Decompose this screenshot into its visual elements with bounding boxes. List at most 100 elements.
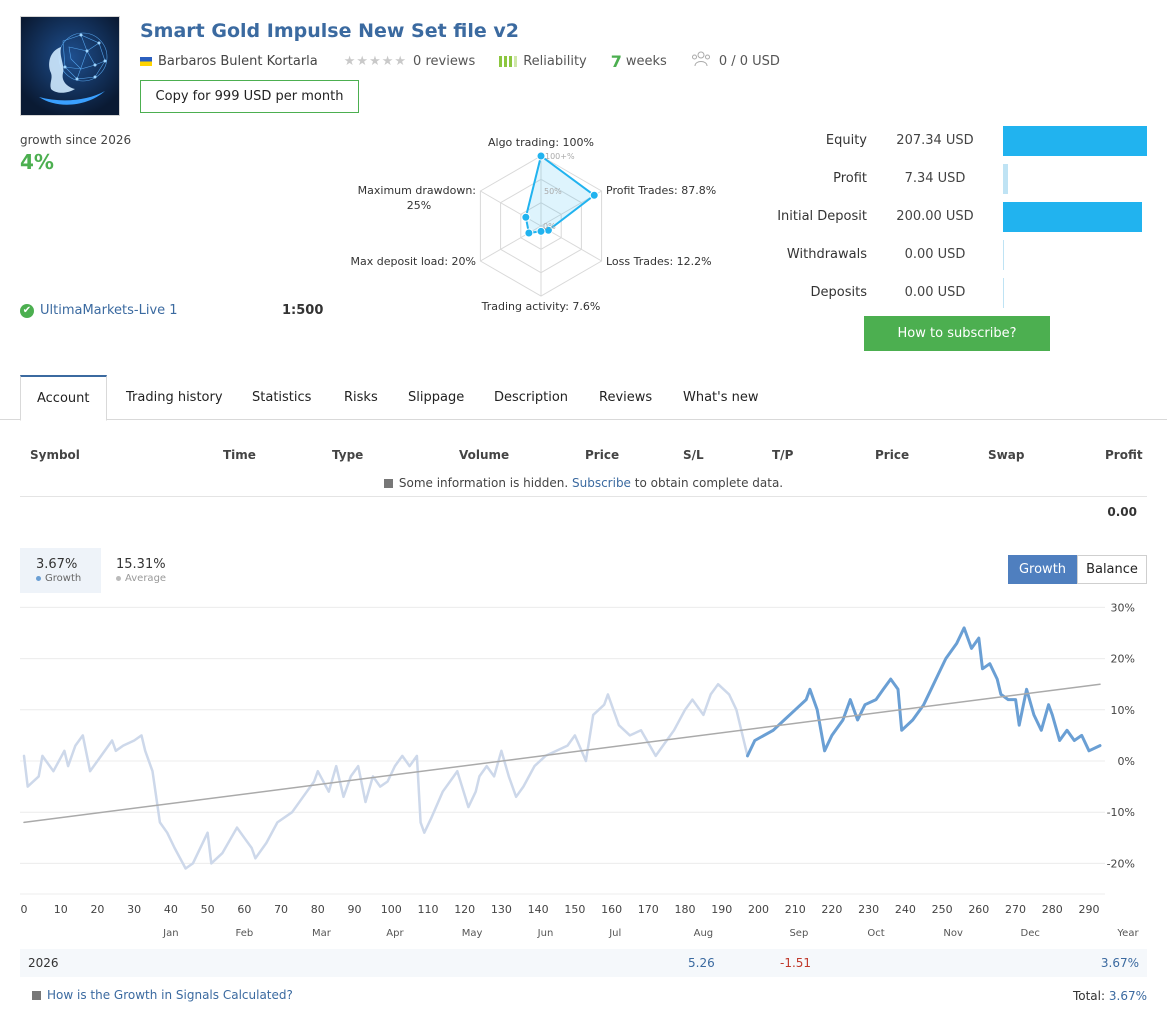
hidden-note-text: Some information is hidden.: [398, 476, 569, 490]
tab-account[interactable]: Account: [20, 375, 107, 421]
radar-ring-label-50: 50%: [544, 187, 562, 196]
broker-server[interactable]: ✔ UltimaMarkets-Live 1: [20, 303, 178, 318]
x-tick-label-19: 190: [711, 903, 732, 916]
series-line-active: [746, 626, 1102, 758]
month-label-aug: Aug: [694, 928, 714, 939]
radar-ring-label-100: 100+%: [545, 152, 575, 161]
stat-bar-3: [1003, 240, 1004, 270]
x-tick-label-25: 250: [932, 903, 953, 916]
reviews-count[interactable]: 0 reviews: [413, 53, 476, 69]
x-tick-label-8: 80: [311, 903, 325, 916]
month-label-oct: Oct: [867, 928, 884, 939]
chart-y-ticks: 30% 20% 10% 0% -10% -20%: [1107, 601, 1135, 870]
x-tick-label-10: 100: [381, 903, 402, 916]
tab-slippage[interactable]: Slippage: [408, 390, 465, 405]
growth-summary-value: 3.67%: [36, 557, 78, 572]
x-tick-label-0: 0: [21, 903, 28, 916]
year-total-value: 3.67%: [1100, 956, 1139, 970]
x-tick-label-7: 70: [274, 903, 288, 916]
x-tick-label-4: 40: [164, 903, 178, 916]
stat-bar-0: [1003, 126, 1147, 156]
how-to-subscribe-button[interactable]: How to subscribe?: [864, 316, 1050, 351]
col-swap: Swap: [988, 448, 1025, 462]
x-tick-label-13: 130: [491, 903, 512, 916]
y-tick-label-4: -10%: [1107, 806, 1135, 819]
radar-point-profit: [589, 190, 599, 200]
x-tick-label-21: 210: [785, 903, 806, 916]
radar-label-drawdown: Maximum drawdown:: [358, 184, 476, 197]
lock-icon: [383, 479, 393, 488]
radar-label-profit: Profit Trades: 87.8%: [606, 184, 716, 197]
ukraine-flag-icon: [140, 56, 152, 66]
x-tick-label-23: 230: [858, 903, 879, 916]
signal-title[interactable]: Smart Gold Impulse New Set file v2: [140, 20, 519, 42]
reliability-bars-icon: [499, 55, 518, 67]
x-tick-label-6: 60: [237, 903, 251, 916]
x-tick-label-12: 120: [454, 903, 475, 916]
hidden-info-note: Some information is hidden. Subscribe to…: [0, 476, 1167, 490]
broker-name[interactable]: UltimaMarkets-Live 1: [40, 303, 178, 318]
weeks-label: weeks: [625, 53, 667, 69]
chart-year-label: Year: [1116, 928, 1139, 939]
year-aug-value: 5.26: [688, 956, 715, 970]
col-price-current: Price: [875, 448, 910, 462]
col-sl: S/L: [683, 448, 704, 462]
tab-reviews[interactable]: Reviews: [599, 390, 653, 405]
table-divider: [20, 496, 1147, 497]
x-tick-label-24: 240: [895, 903, 916, 916]
stat-label-0: Equity: [825, 133, 867, 148]
growth-toggle-button[interactable]: Growth: [1008, 555, 1077, 584]
growth-summary-label: Growth: [45, 573, 82, 584]
col-price-open: Price: [585, 448, 620, 462]
x-tick-label-27: 270: [1005, 903, 1026, 916]
radar-label-loss: Loss Trades: 12.2%: [606, 255, 712, 268]
x-tick-label-29: 290: [1079, 903, 1100, 916]
tab-trading-history[interactable]: Trading history: [126, 390, 223, 405]
profit-total: 0.00: [1107, 505, 1137, 519]
signal-tabs: Account Trading history Statistics Risks…: [0, 375, 1167, 421]
radar-point-deposit_load: [524, 228, 534, 238]
series-line-faded: [22, 682, 749, 870]
weeks-number: 7: [610, 51, 622, 71]
y-tick-label-0: 30%: [1111, 601, 1135, 614]
tab-statistics[interactable]: Statistics: [252, 390, 312, 405]
x-tick-label-18: 180: [675, 903, 696, 916]
year-label: 2026: [28, 956, 59, 970]
radar-label-activity: Trading activity: 7.6%: [481, 300, 601, 313]
author-link[interactable]: Barbaros Bulent Kortarla: [158, 53, 318, 69]
average-summary-label: Average: [125, 573, 167, 584]
month-label-jan: Jan: [162, 928, 178, 939]
growth-calc-help[interactable]: How is the Growth in Signals Calculated?: [32, 988, 293, 1002]
tab-whats-new[interactable]: What's new: [683, 390, 759, 405]
x-tick-label-14: 140: [528, 903, 549, 916]
stat-label-3: Withdrawals: [786, 247, 867, 262]
subscribers-icon: [691, 51, 711, 71]
stat-value-2: 200.00 USD: [896, 209, 974, 224]
stat-value-0: 207.34 USD: [896, 133, 974, 148]
growth-calc-link[interactable]: How is the Growth in Signals Calculated?: [47, 988, 293, 1002]
growth-summary-legend: Growth: [36, 573, 81, 584]
tab-description[interactable]: Description: [494, 390, 569, 405]
growth-summary-tab[interactable]: 3.67% Growth: [20, 548, 101, 593]
x-tick-label-5: 50: [201, 903, 215, 916]
stat-value-1: 7.34 USD: [904, 171, 966, 186]
tab-risks[interactable]: Risks: [344, 390, 378, 405]
x-tick-label-17: 170: [638, 903, 659, 916]
reliability-label: Reliability: [523, 53, 587, 69]
radar-ring-label-0: 0%: [543, 222, 556, 231]
x-tick-label-15: 150: [564, 903, 585, 916]
average-summary-tab[interactable]: 15.31% Average: [116, 548, 196, 593]
month-label-mar: Mar: [312, 928, 332, 939]
col-profit: Profit: [1105, 448, 1143, 462]
copy-subscription-button[interactable]: Copy for 999 USD per month: [140, 80, 359, 113]
x-tick-label-3: 30: [127, 903, 141, 916]
radar-axis-5: [480, 190, 542, 227]
subscribe-link[interactable]: Subscribe: [571, 476, 631, 490]
signal-meta: Barbaros Bulent Kortarla ★★★★★ 0 reviews…: [140, 51, 780, 71]
month-label-jun: Jun: [537, 928, 554, 939]
col-time: Time: [223, 448, 256, 462]
radar-point-activity: [536, 226, 546, 236]
month-label-sep: Sep: [789, 928, 808, 939]
balance-toggle-button[interactable]: Balance: [1077, 555, 1147, 584]
x-tick-label-16: 160: [601, 903, 622, 916]
